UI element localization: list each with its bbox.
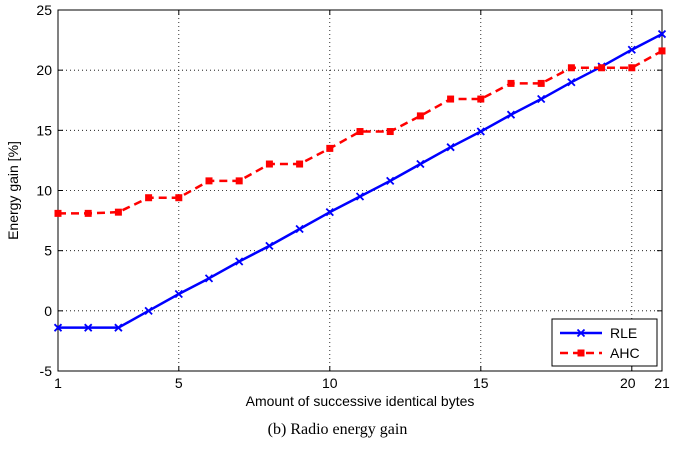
data-point-rle bbox=[567, 78, 576, 87]
data-point-rle bbox=[627, 45, 636, 54]
x-tick-label: 1 bbox=[54, 375, 62, 391]
marker-stroke bbox=[355, 192, 365, 201]
marker-stroke bbox=[53, 323, 63, 332]
x-tick-label: 21 bbox=[654, 375, 670, 391]
data-point-rle bbox=[174, 289, 183, 299]
data-point-rle bbox=[537, 94, 546, 104]
data-point-ahc bbox=[145, 194, 153, 202]
y-tick-label: -5 bbox=[40, 363, 53, 379]
marker-stroke bbox=[325, 208, 334, 217]
data-point-ahc bbox=[416, 112, 424, 120]
data-point-ahc bbox=[54, 209, 62, 217]
series-line-rle bbox=[58, 32, 663, 329]
marker-stroke bbox=[416, 159, 425, 169]
data-point-rle bbox=[265, 241, 274, 250]
grid-lines bbox=[58, 10, 662, 371]
marker-stroke bbox=[476, 127, 485, 136]
data-point-ahc bbox=[114, 208, 122, 216]
data-point-ahc bbox=[567, 64, 575, 72]
data-point-rle bbox=[506, 110, 516, 119]
data-point-ahc bbox=[658, 47, 666, 55]
data-point-ahc bbox=[326, 144, 334, 152]
data-point-ahc bbox=[628, 64, 636, 72]
marker-stroke bbox=[174, 289, 183, 299]
data-point-rle bbox=[416, 159, 425, 169]
legend-marker-glyph bbox=[577, 349, 585, 357]
marker-stroke bbox=[144, 306, 153, 315]
data-point-rle bbox=[355, 192, 365, 201]
data-point-ahc bbox=[296, 160, 304, 168]
marker-stroke bbox=[657, 29, 667, 39]
data-point-ahc bbox=[175, 194, 183, 202]
data-point-rle bbox=[446, 143, 455, 152]
y-tick-label: 20 bbox=[36, 62, 52, 78]
marker-stroke bbox=[295, 224, 304, 234]
x-axis-label: Amount of successive identical bytes bbox=[246, 393, 475, 409]
y-tick-label: 0 bbox=[44, 303, 52, 319]
data-point-ahc bbox=[537, 79, 545, 87]
y-axis-label: Energy gain [%] bbox=[5, 141, 21, 240]
marker-stroke bbox=[84, 323, 93, 332]
marker-stroke bbox=[576, 328, 586, 338]
marker-stroke bbox=[235, 257, 244, 266]
marker-stroke bbox=[446, 143, 455, 152]
data-point-rle bbox=[657, 29, 667, 39]
data-point-ahc bbox=[507, 79, 515, 87]
marker-stroke bbox=[567, 78, 576, 87]
data-point-ahc bbox=[205, 177, 213, 185]
legend-marker-ahc bbox=[577, 349, 585, 357]
legend-box bbox=[551, 318, 658, 367]
series-line-ahc bbox=[58, 49, 663, 215]
marker-stroke bbox=[114, 323, 123, 332]
data-point-ahc bbox=[265, 160, 273, 168]
legend-label-ahc: AHC bbox=[610, 345, 640, 361]
data-point-rle bbox=[114, 323, 123, 332]
legend-marker-rle bbox=[576, 328, 586, 338]
data-point-ahc bbox=[235, 177, 243, 185]
data-point-rle bbox=[386, 176, 395, 186]
data-point-ahc bbox=[447, 95, 455, 103]
data-point-ahc bbox=[598, 64, 606, 72]
legend-marker-glyph bbox=[576, 328, 586, 338]
marker-stroke bbox=[506, 110, 516, 119]
data-point-rle bbox=[235, 257, 244, 266]
marker-stroke bbox=[265, 241, 274, 250]
marker-stroke bbox=[204, 274, 214, 283]
x-tick-label: 10 bbox=[322, 375, 338, 391]
legend: RLE AHC bbox=[551, 318, 658, 367]
data-point-rle bbox=[53, 323, 63, 332]
marker-stroke bbox=[386, 176, 395, 186]
data-point-ahc bbox=[356, 128, 364, 136]
marker-stroke bbox=[537, 94, 546, 104]
y-tick-label: 10 bbox=[36, 183, 52, 199]
data-point-ahc bbox=[386, 128, 394, 136]
y-tick-label: 25 bbox=[36, 2, 52, 18]
series-layer bbox=[53, 29, 667, 332]
x-tick-label: 15 bbox=[473, 375, 489, 391]
data-point-rle bbox=[476, 127, 485, 136]
legend-label-rle: RLE bbox=[610, 325, 637, 341]
data-point-rle bbox=[325, 208, 334, 217]
x-tick-label: 5 bbox=[175, 375, 183, 391]
data-point-ahc bbox=[477, 95, 485, 103]
marker-stroke bbox=[627, 45, 636, 54]
plot-area-frame bbox=[57, 9, 663, 372]
y-tick-label: 15 bbox=[36, 122, 52, 138]
data-point-rle bbox=[84, 323, 93, 332]
data-point-rle bbox=[295, 224, 304, 234]
y-tick-label: 5 bbox=[44, 243, 52, 259]
x-tick-label: 20 bbox=[620, 375, 636, 391]
series-rle bbox=[53, 29, 667, 332]
data-point-rle bbox=[144, 306, 153, 315]
data-point-ahc bbox=[84, 209, 92, 217]
figure-caption: (b) Radio energy gain bbox=[267, 421, 408, 438]
data-point-rle bbox=[204, 274, 214, 283]
series-ahc bbox=[54, 47, 666, 217]
